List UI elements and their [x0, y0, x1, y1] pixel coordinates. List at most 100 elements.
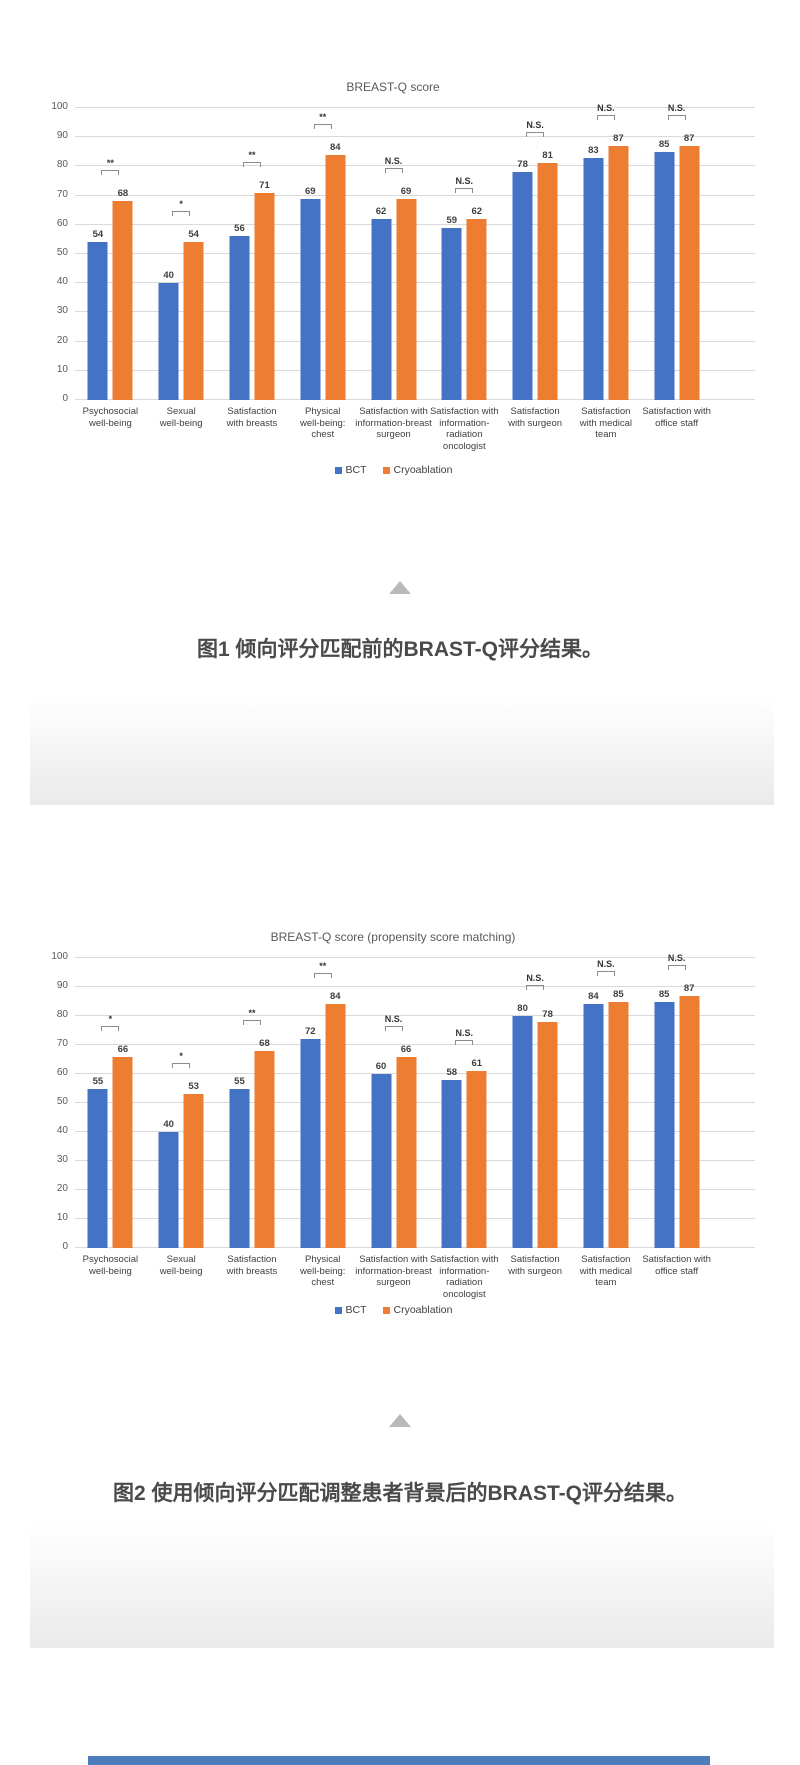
scroll-up-triangle-icon[interactable]: [389, 1414, 411, 1427]
significance-bracket-icon: [455, 187, 474, 193]
gridline: 100: [51, 101, 755, 112]
bar-value-label: 85: [658, 988, 670, 1000]
breast-q-psm-chart: BREAST-Q score (propensity score matchin…: [40, 930, 755, 1316]
bar-value-label: 54: [188, 229, 199, 241]
legend-label: Cryoablation: [393, 1304, 453, 1316]
y-axis-tick-label: 20: [56, 334, 68, 346]
bar-value-label: 53: [188, 1081, 199, 1093]
bar-bct: 56: [229, 223, 250, 400]
bar-value-label: 66: [400, 1043, 412, 1055]
bar-bct: 69: [300, 186, 321, 400]
gridline: 100: [51, 951, 755, 962]
y-axis-tick-label: 30: [56, 305, 68, 317]
y-axis-tick-label: 80: [56, 159, 68, 171]
category-label: Satisfaction with information-breast sur…: [355, 1254, 432, 1288]
bar-value-label: 87: [613, 132, 624, 144]
y-axis-tick-label: 100: [51, 951, 68, 962]
legend-item: BCT: [334, 1304, 367, 1316]
category-label: Satisfaction with medical team: [579, 1254, 632, 1288]
category-label: Physical well-being: chest: [300, 1254, 346, 1288]
bar-bct: 40: [158, 270, 179, 400]
section-fade-band: [30, 697, 774, 805]
bar-cryoablation: 85: [608, 989, 629, 1248]
bar-value-label: 78: [517, 159, 528, 171]
bar-pair: 84 85: [583, 958, 629, 1248]
bar-pair: 58 61: [441, 958, 487, 1248]
bar-pair: 78 81: [512, 108, 558, 400]
bar-value-label: 80: [517, 1003, 528, 1014]
breast-q-chart: BREAST-Q score 0 10 20 30 40 50 60 70 80 90 100 ** 54…: [40, 80, 755, 476]
legend-swatch-cryoablation: [382, 466, 390, 474]
bar-pair: 59 62: [441, 108, 487, 400]
bar-group: ** 54 68 Psychosocial well-being: [75, 108, 146, 428]
bar-pair: 60 66: [371, 958, 417, 1248]
bar-value-label: 59: [446, 214, 458, 226]
significance-bracket-icon: [313, 973, 332, 979]
bar-value-label: 69: [304, 185, 316, 197]
bar-value-label: 69: [400, 185, 412, 197]
bar-bct: 84: [583, 991, 604, 1248]
significance-bracket-icon: [242, 1019, 261, 1025]
bar-cryoablation: 87: [679, 983, 700, 1248]
gridline: 80: [57, 159, 755, 170]
bar-pair: 55 66: [87, 958, 133, 1248]
partial-bottom-button[interactable]: [88, 1756, 710, 1765]
category-label: Satisfaction with information- radiation…: [429, 406, 499, 452]
bar-group: ** 56 71 Satisfaction with breasts: [217, 108, 288, 429]
significance-marker: N.S.: [455, 1028, 474, 1046]
significance-marker: N.S.: [384, 156, 403, 173]
significance-marker: N.S.: [526, 120, 545, 138]
legend-item: Cryoablation: [382, 464, 452, 476]
legend-swatch-cryoablation: [382, 1306, 390, 1314]
significance-label: **: [319, 961, 327, 972]
bar-value-label: 68: [117, 188, 129, 200]
bar-group: ** 72 84 Physical well-being: chest: [287, 958, 358, 1288]
significance-bracket-icon: [384, 1025, 403, 1031]
bar-value-label: 84: [329, 991, 341, 1003]
significance-marker: **: [313, 111, 332, 129]
significance-label: *: [179, 1051, 183, 1062]
bar-value-label: 72: [304, 1026, 316, 1038]
significance-marker: *: [172, 1051, 191, 1069]
bar-group: N.S. 78 81 Satisfaction with surgeon: [500, 108, 571, 428]
bar-pair: 40 53: [158, 958, 204, 1248]
bar-value-label: 55: [92, 1075, 104, 1087]
plot-area: 0 10 20 30 40 50 60 70 80 90 100 ** 54 68 Psychosocial…: [51, 101, 755, 452]
bar-group: N.S. 83 87 Satisfaction with medical team: [570, 103, 641, 440]
scroll-up-triangle-icon[interactable]: [389, 581, 411, 594]
bar-cryoablation: 78: [537, 1009, 558, 1248]
gridline: 80: [57, 1009, 755, 1020]
bar-bct: 80: [512, 1003, 533, 1248]
bar-bct: 59: [441, 215, 462, 400]
significance-bracket-icon: [101, 1025, 120, 1031]
category-label: Satisfaction with office staff: [642, 1254, 711, 1277]
bar-cryoablation: 84: [325, 142, 346, 400]
significance-marker: *: [172, 199, 191, 217]
section-fade-band: [30, 1523, 774, 1648]
significance-label: **: [319, 111, 327, 122]
significance-bracket-icon: [596, 970, 615, 976]
bar-pair: 62 69: [371, 108, 417, 400]
y-axis-tick-label: 50: [56, 1096, 68, 1107]
bar-group: N.S. 59 62 Satisfaction with information- r…: [429, 108, 500, 452]
significance-label: N.S.: [597, 958, 615, 969]
significance-marker: N.S.: [596, 958, 615, 976]
chart-title: BREAST-Q score: [346, 80, 440, 94]
bar-group: * 55 66 Psychosocial well-being: [75, 958, 146, 1277]
significance-label: *: [179, 199, 183, 210]
bar-groups: ** 54 68 Psychosocial well-being * 40 54 Sexual…: [75, 103, 712, 452]
significance-bracket-icon: [667, 964, 686, 970]
bar-bct: 55: [229, 1076, 250, 1248]
significance-label: N.S.: [667, 102, 686, 113]
y-axis-tick-label: 10: [56, 1212, 68, 1223]
bar-pair: 54 68: [87, 108, 133, 400]
significance-marker: N.S.: [526, 973, 545, 990]
legend-swatch-bct: [334, 1306, 342, 1314]
category-label: Psychosocial well-being: [82, 1254, 139, 1277]
bar-value-label: 83: [588, 144, 599, 156]
bar-pair: 56 71: [229, 108, 275, 400]
y-axis-tick-label: 70: [56, 188, 68, 200]
bar-bct: 83: [583, 145, 604, 400]
y-axis-tick-label: 50: [56, 247, 68, 258]
significance-label: *: [108, 1013, 113, 1024]
